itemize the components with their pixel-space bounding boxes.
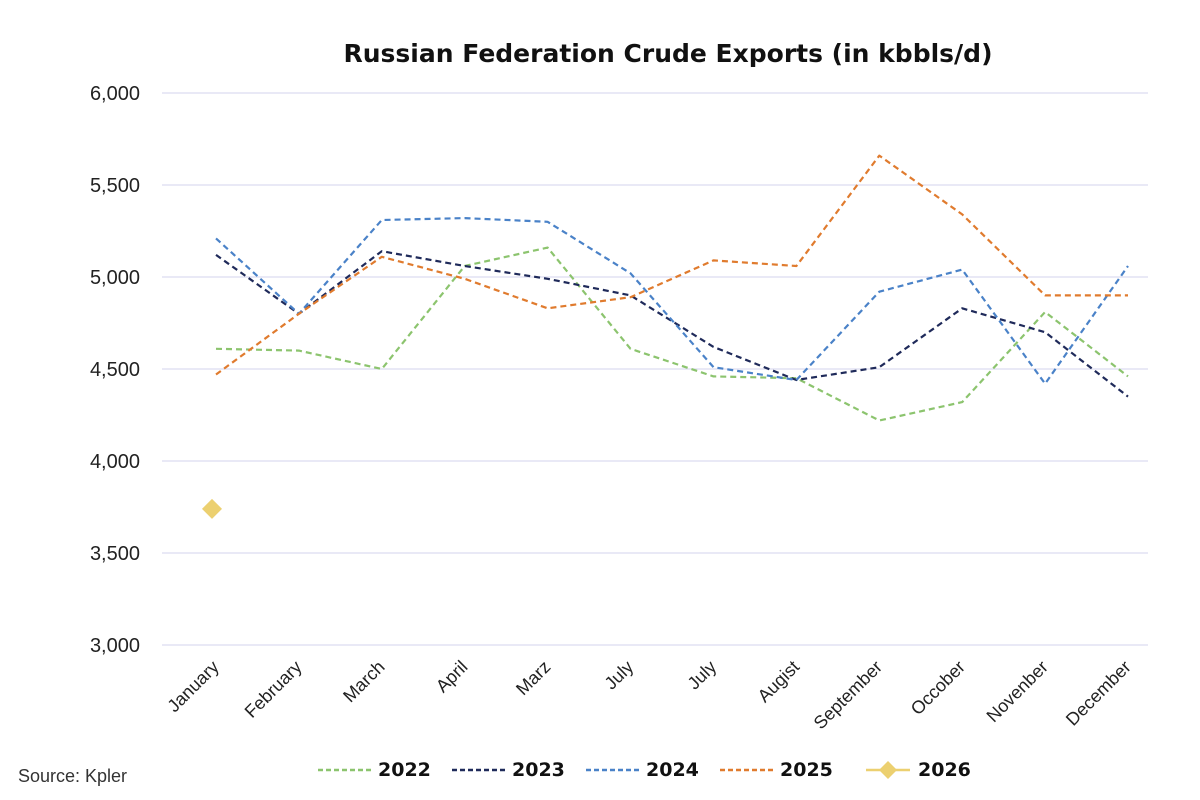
chart-title: Russian Federation Crude Exports (in kbb… xyxy=(344,39,993,68)
x-tick-label: Augist xyxy=(754,657,804,707)
legend-item-2025: 2025 xyxy=(720,759,833,781)
y-tick-label: 3,500 xyxy=(90,543,140,565)
y-tick-label: 5,000 xyxy=(90,267,140,289)
x-tick-label: December xyxy=(1062,657,1135,730)
x-tick-label: Occober xyxy=(907,657,969,719)
x-tick-label: April xyxy=(432,657,472,697)
x-tick-label: July xyxy=(601,657,638,694)
y-axis-ticks: 3,000 3,500 4,000 4,500 5,000 5,500 6,000 xyxy=(90,83,140,657)
legend-marker xyxy=(879,761,897,779)
legend-label: 2024 xyxy=(646,759,699,781)
y-tick-label: 4,000 xyxy=(90,451,140,473)
legend-label: 2023 xyxy=(512,759,565,781)
legend: 2022 2023 2024 2025 2026 xyxy=(318,759,971,781)
y-tick-label: 5,500 xyxy=(90,175,140,197)
x-tick-label: March xyxy=(339,657,389,707)
x-tick-label: January xyxy=(163,657,222,716)
x-tick-label: Marz xyxy=(512,657,554,699)
legend-label: 2025 xyxy=(780,759,833,781)
data-point-2026 xyxy=(202,498,222,519)
series-line-2022 xyxy=(215,246,1129,422)
legend-label: 2026 xyxy=(918,759,971,781)
x-tick-label: September xyxy=(810,657,886,733)
legend-item-2022: 2022 xyxy=(318,759,431,781)
legend-item-2023: 2023 xyxy=(452,759,565,781)
x-tick-label: Novenber xyxy=(983,657,1052,726)
gridlines xyxy=(162,92,1148,646)
x-axis-ticks: January February March April Marz July July Aug… xyxy=(163,657,1134,733)
legend-label: 2022 xyxy=(378,759,431,781)
y-tick-label: 6,000 xyxy=(90,83,140,105)
series-line-2025 xyxy=(215,154,1128,376)
series-line-2024 xyxy=(215,217,1129,385)
x-tick-label: July xyxy=(684,657,721,694)
y-tick-label: 4,500 xyxy=(90,359,140,381)
y-tick-label: 3,000 xyxy=(90,635,140,657)
x-tick-label: February xyxy=(241,657,306,722)
legend-item-2024: 2024 xyxy=(586,759,699,781)
legend-item-2026: 2026 xyxy=(866,759,971,781)
source-note: Source: Kpler xyxy=(18,766,127,786)
series-line-2023 xyxy=(215,250,1129,398)
series-lines xyxy=(202,154,1129,519)
